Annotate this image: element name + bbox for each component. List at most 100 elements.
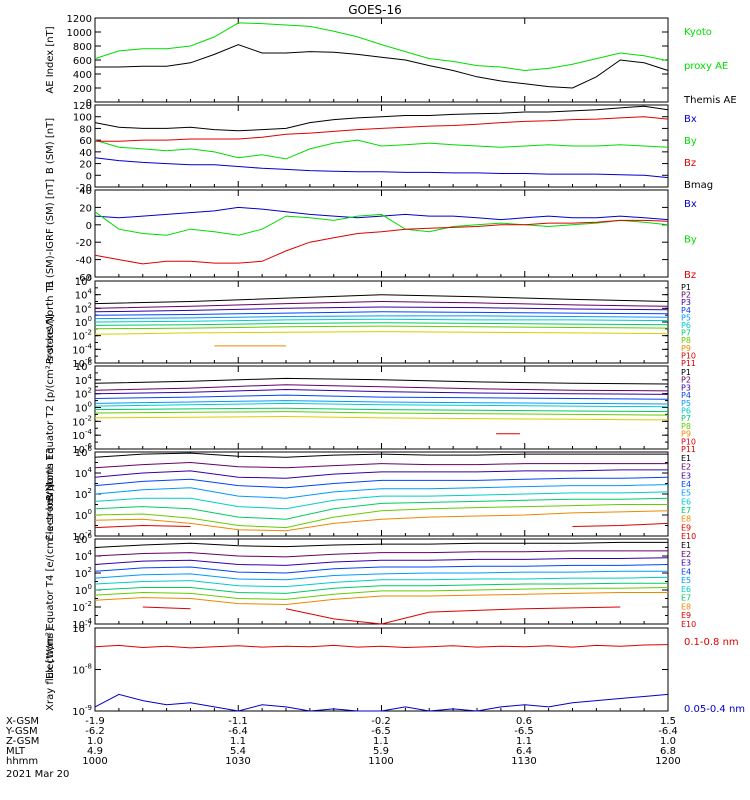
- row-value: 1.5: [660, 716, 676, 727]
- row-label: Z-GSM: [6, 736, 39, 747]
- series-by: [94, 211, 669, 236]
- series-p8: [94, 411, 669, 416]
- legend-entry: E8: [681, 515, 691, 524]
- y-axis-label: Protons North T1: [45, 280, 56, 364]
- series-e1: [94, 541, 668, 548]
- legend-entry: E1: [681, 541, 691, 550]
- panel-frame: [94, 189, 669, 278]
- y-tick-exponent: -9: [85, 704, 92, 712]
- y-tick-exponent: 2: [88, 387, 92, 395]
- series-p2: [94, 300, 669, 309]
- y-tick-exponent: -8: [85, 663, 92, 671]
- y-tick-exponent: 0: [88, 315, 92, 323]
- row-value: 6.8: [660, 746, 676, 757]
- row-value: 1100: [368, 756, 393, 767]
- plot-title: GOES-16: [348, 3, 402, 17]
- row-value: 1030: [225, 756, 250, 767]
- y-tick-exponent: -4: [85, 428, 93, 436]
- series-bz: [94, 219, 669, 265]
- y-tick-exponent: 0: [88, 401, 92, 409]
- y-tick-exponent: 2: [88, 566, 92, 574]
- legend-entry: P3: [681, 383, 691, 392]
- legend-entry: 0.05-0.4 nm: [684, 704, 745, 715]
- legend-entry: P3: [681, 298, 691, 307]
- y-tick-label: 104: [75, 466, 93, 480]
- y-tick-exponent: 6: [88, 445, 93, 453]
- series-0-05-0-4-nm: [94, 693, 669, 712]
- y-tick-label: 102: [75, 301, 92, 315]
- y-tick-exponent: 6: [88, 532, 93, 540]
- series-e5: [94, 570, 668, 581]
- row-value: -6.4: [228, 726, 248, 737]
- y-tick-label: 100: [75, 401, 92, 415]
- y-tick-label: 20: [79, 203, 92, 214]
- y-tick-label: 104: [75, 549, 93, 563]
- y-tick-label: 100: [73, 113, 92, 124]
- row-value: 1.1: [230, 736, 246, 747]
- legend-entry: P5: [681, 313, 691, 322]
- series-p4: [94, 394, 669, 400]
- series-p1: [94, 377, 669, 385]
- panel-frame: [94, 627, 669, 712]
- y-tick-label: 104: [75, 373, 93, 387]
- row-value: -6.5: [371, 726, 391, 737]
- legend-entry: P2: [681, 291, 691, 300]
- series-e3: [94, 469, 668, 479]
- legend-entry: P10: [681, 351, 696, 360]
- legend-entry: Kyoto: [684, 27, 712, 38]
- panel-frame: [94, 451, 669, 537]
- series-p4: [94, 311, 669, 316]
- legend-entry: P7: [681, 414, 691, 423]
- y-tick-label: 10-2: [72, 600, 92, 614]
- legend-entry: E6: [681, 497, 691, 506]
- series-p9: [94, 415, 669, 421]
- legend-entry: E5: [681, 489, 691, 498]
- legend-entry: P1: [681, 368, 691, 377]
- y-tick-exponent: -2: [85, 414, 92, 422]
- legend-entry: P10: [681, 437, 696, 446]
- y-tick-label: 102: [75, 566, 92, 580]
- legend-entry: E3: [681, 559, 691, 568]
- panel-frame: [94, 280, 669, 364]
- y-tick-label: 120: [73, 101, 92, 112]
- legend-entry: By: [684, 136, 697, 147]
- y-tick-label: 10-2: [72, 414, 92, 428]
- legend-entry: P6: [681, 407, 691, 416]
- series-e10: [94, 522, 669, 529]
- series-p8: [94, 325, 669, 330]
- series-e2: [94, 461, 668, 469]
- legend-entry: 0.1-0.8 nm: [684, 637, 739, 648]
- series-p5: [94, 315, 669, 320]
- bottom-axis-labels: X-GSM -1.9 -1.1 -0.2 0.6 1.5 Y-GSM -6.2 -6.4 -6.5…: [5, 716, 681, 767]
- row-value: 5.9: [373, 746, 389, 757]
- y-tick-exponent: -2: [85, 529, 92, 537]
- row-value: 1.1: [516, 736, 532, 747]
- legend-entry: Bmag: [684, 180, 713, 191]
- row-label: MLT: [6, 746, 26, 757]
- legend-entry: P4: [681, 391, 691, 400]
- y-tick-label: 102: [75, 387, 92, 401]
- y-tick-label: 40: [79, 148, 92, 159]
- legend-entry: P4: [681, 306, 691, 315]
- y-tick-exponent: 4: [88, 466, 93, 474]
- legend-entry: By: [684, 235, 697, 246]
- row-label: Y-GSM: [5, 726, 38, 737]
- y-axis-label: B (SM) [nT]: [45, 118, 56, 174]
- legend-entry: P9: [681, 430, 691, 439]
- legend-entry: Bz: [684, 270, 696, 281]
- y-tick-label: 40: [79, 186, 92, 197]
- y-tick-label: 100: [75, 315, 92, 329]
- y-tick-label: 106: [75, 359, 93, 373]
- legend-entry: P11: [681, 445, 696, 454]
- series-p6: [94, 402, 669, 408]
- series-bz: [95, 116, 669, 142]
- legend-entry: P6: [681, 321, 691, 330]
- series-by: [94, 139, 669, 160]
- legend-entry: E6: [681, 585, 691, 594]
- row-value: -1.9: [85, 716, 105, 727]
